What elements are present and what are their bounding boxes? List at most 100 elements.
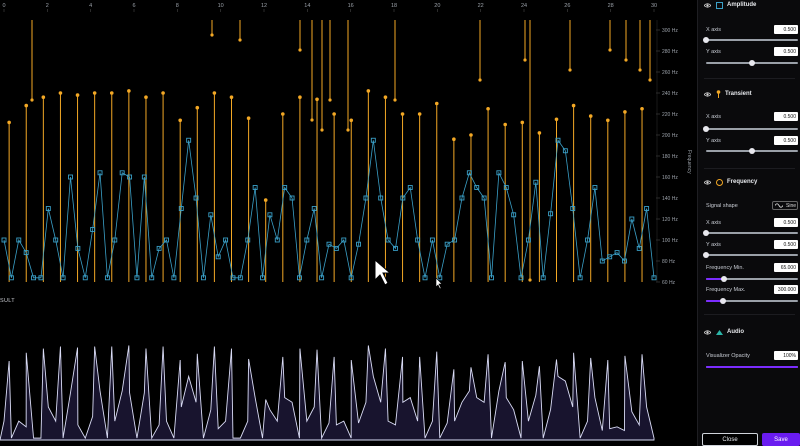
amplitude-point: [444, 241, 450, 247]
transient-hanging-head: [648, 78, 652, 82]
time-tick-label: 24: [521, 3, 527, 9]
eye-icon[interactable]: [704, 329, 711, 336]
frequency-max-label: Frequency Max.: [706, 287, 746, 293]
save-button[interactable]: Save: [762, 433, 800, 446]
eye-icon[interactable]: [704, 91, 711, 98]
visualizer-opacity-label: Visualizer Opacity: [706, 353, 750, 359]
amplitude-x-input[interactable]: 0.500: [774, 25, 798, 34]
transient-hanging-head: [30, 98, 34, 102]
transient-head: [366, 89, 371, 93]
frequency-max-input[interactable]: 300.000: [774, 285, 798, 294]
transient-y-label: Y axis: [706, 138, 721, 144]
amplitude-point: [393, 245, 398, 251]
frequency-min-input[interactable]: 65.000: [774, 263, 798, 272]
frequency-tick-label: 200 Hz: [662, 133, 678, 139]
amplitude-point: [304, 237, 310, 243]
amplitude-point: [311, 206, 317, 211]
close-button[interactable]: Close: [702, 433, 758, 446]
amplitude-point: [97, 170, 103, 176]
amplitude-point: [119, 170, 125, 176]
frequency-tick-label: 60 Hz: [662, 280, 676, 286]
frequency-min-label: Frequency Min.: [706, 265, 744, 271]
amplitude-point: [45, 206, 51, 211]
amplitude-point: [260, 275, 265, 281]
amplitude-point: [178, 206, 184, 211]
amplitude-point: [481, 195, 487, 201]
amplitude-point: [274, 237, 280, 243]
transient-head: [606, 118, 610, 123]
amplitude-y-slider[interactable]: [706, 60, 798, 66]
amplitude-point: [540, 275, 546, 281]
frequency-axis-title: Frequency: [686, 150, 692, 174]
amplitude-point: [562, 148, 568, 154]
amplitude-point: [459, 195, 465, 201]
amplitude-point: [215, 254, 221, 260]
amplitude-point: [141, 174, 147, 180]
time-tick-label: 30: [651, 3, 657, 9]
audio-title: Audio: [727, 329, 744, 335]
transient-head: [452, 137, 456, 141]
signal-shape-select[interactable]: Sine: [772, 201, 798, 210]
transient-y-slider[interactable]: [706, 148, 798, 154]
amplitude-point: [164, 237, 169, 243]
amplitude-point: [644, 206, 650, 211]
amplitude-point: [422, 275, 428, 281]
transient-y-input[interactable]: 0.500: [774, 136, 798, 145]
transient-hanging-head: [298, 48, 302, 52]
amplitude-title: Amplitude: [727, 2, 757, 8]
time-tick-label: 18: [391, 3, 397, 9]
amplitude-point: [333, 245, 339, 251]
transient-x-input[interactable]: 0.500: [774, 112, 798, 121]
amplitude-y-input[interactable]: 0.500: [774, 47, 798, 56]
transient-head: [332, 112, 336, 116]
amplitude-point: [267, 212, 273, 218]
eye-icon[interactable]: [704, 2, 711, 9]
transient-head: [75, 93, 80, 97]
transient-x-label: X axis: [706, 114, 721, 120]
transient-hanging-head: [393, 98, 397, 102]
transient-head: [178, 118, 182, 123]
signal-shape-value: Sine: [786, 202, 797, 209]
frequency-x-slider[interactable]: [703, 230, 798, 236]
transient-head: [417, 112, 422, 116]
frequency-tick-label: 140 Hz: [662, 196, 678, 202]
transient-head: [281, 112, 285, 116]
eye-icon[interactable]: [704, 179, 711, 186]
amplitude-point: [378, 195, 384, 201]
transient-head: [298, 95, 302, 99]
amplitude-point: [474, 185, 480, 190]
visualizer-opacity-input[interactable]: 100%: [774, 351, 798, 360]
time-tick-label: 14: [304, 3, 310, 9]
amplitude-point: [1, 237, 7, 243]
transient-head: [58, 91, 63, 95]
transient-head: [7, 120, 11, 125]
frequency-min-slider[interactable]: [706, 276, 798, 282]
amplitude-x-slider[interactable]: [703, 37, 798, 43]
amplitude-point: [38, 275, 44, 281]
amplitude-point: [193, 195, 199, 201]
transient-x-slider[interactable]: [703, 126, 798, 132]
time-axis: 0 2 4 6 8 10 12 14 16 18 20 22 24 26 28 30: [2, 3, 657, 12]
amplitude-point: [370, 137, 376, 143]
transient-head: [195, 105, 200, 110]
amplitude-point: [629, 216, 635, 222]
amplitude-point: [503, 185, 509, 190]
time-tick-label: 8: [176, 3, 179, 9]
divider: [704, 314, 795, 315]
amplitude-square-icon: [716, 1, 723, 9]
visualizer-opacity-slider[interactable]: [706, 364, 798, 370]
amplitude-point: [16, 237, 22, 243]
frequency-y-slider[interactable]: [703, 252, 798, 258]
transient-head: [520, 120, 525, 125]
amplitude-point: [68, 174, 73, 180]
transient-head: [161, 91, 165, 95]
amplitude-point: [385, 237, 391, 243]
frequency-x-input[interactable]: 0.500: [774, 218, 798, 227]
amplitude-point: [577, 275, 583, 281]
frequency-y-input[interactable]: 0.500: [774, 240, 798, 249]
transient-head: [503, 122, 507, 127]
frequency-max-slider[interactable]: [706, 298, 798, 304]
amplitude-point: [429, 237, 435, 243]
transient-head: [127, 89, 131, 93]
